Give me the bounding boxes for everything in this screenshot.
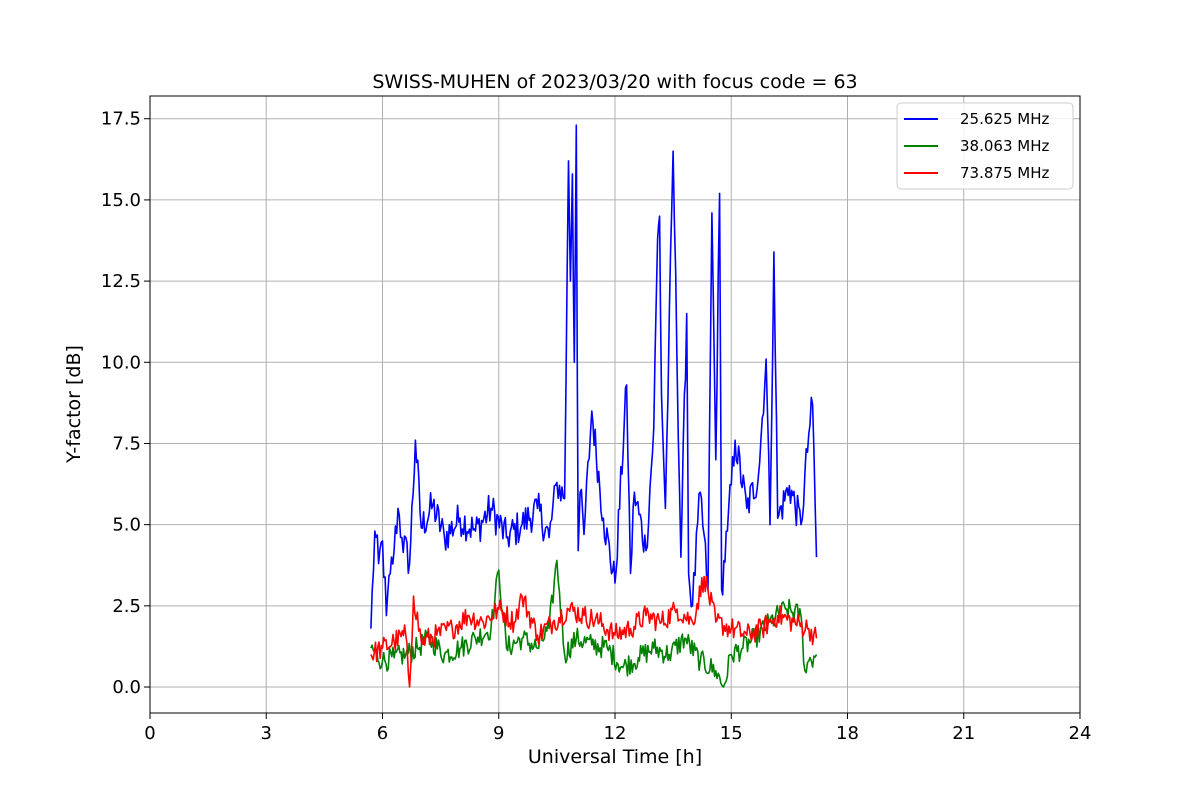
x-tick-label: 6 [377, 723, 388, 744]
y-tick-label: 15.0 [101, 190, 141, 211]
series-lines [370, 124, 818, 688]
y-tick-label: 0.0 [112, 677, 141, 698]
series-line-1 [370, 124, 818, 629]
legend-label: 25.625 MHz [960, 110, 1049, 128]
legend-label: 73.875 MHz [960, 164, 1049, 182]
y-tick-label: 2.5 [112, 596, 141, 617]
x-axis-label: Universal Time [h] [528, 746, 702, 768]
series-line-2 [370, 559, 818, 688]
y-tick-label: 5.0 [112, 515, 141, 536]
x-tick-label: 18 [836, 723, 859, 744]
y-tick-label: 17.5 [101, 109, 141, 130]
legend: 25.625 MHz 38.063 MHz 73.875 MHz [896, 102, 1074, 190]
x-tick-label: 0 [144, 723, 155, 744]
y-tick-label: 10.0 [101, 352, 141, 373]
x-tick-label: 21 [952, 723, 975, 744]
x-tick-label: 3 [261, 723, 272, 744]
y-axis-label: Y-factor [dB] [63, 345, 85, 464]
y-axis-ticks: 0.0 2.5 5.0 7.5 10.0 12.5 15.0 17.5 [101, 109, 150, 698]
legend-label: 38.063 MHz [960, 137, 1049, 155]
legend-box [896, 102, 1074, 190]
chart-title: SWISS-MUHEN of 2023/03/20 with focus cod… [372, 71, 857, 93]
x-tick-label: 9 [493, 723, 504, 744]
x-tick-label: 24 [1069, 723, 1092, 744]
x-tick-label: 12 [604, 723, 627, 744]
x-axis-ticks: 0 3 6 9 12 15 18 21 24 [144, 713, 1091, 744]
y-tick-label: 7.5 [112, 433, 141, 454]
y-tick-label: 12.5 [101, 271, 141, 292]
grid-lines [149, 96, 1081, 713]
x-tick-label: 15 [720, 723, 743, 744]
series-line-3 [370, 575, 818, 688]
